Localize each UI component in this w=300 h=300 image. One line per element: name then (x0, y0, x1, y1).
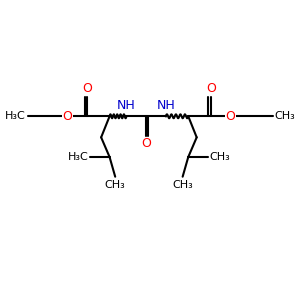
Text: NH: NH (117, 99, 136, 112)
Text: H₃C: H₃C (4, 111, 25, 121)
Text: O: O (82, 82, 92, 95)
Text: CH₃: CH₃ (209, 152, 230, 162)
Text: O: O (206, 82, 216, 95)
Text: O: O (62, 110, 72, 123)
Text: CH₃: CH₃ (105, 179, 126, 190)
Text: O: O (226, 110, 236, 123)
Text: CH₃: CH₃ (274, 111, 295, 121)
Text: O: O (141, 137, 151, 150)
Text: NH: NH (156, 99, 175, 112)
Text: H₃C: H₃C (68, 152, 88, 162)
Text: CH₃: CH₃ (172, 179, 193, 190)
